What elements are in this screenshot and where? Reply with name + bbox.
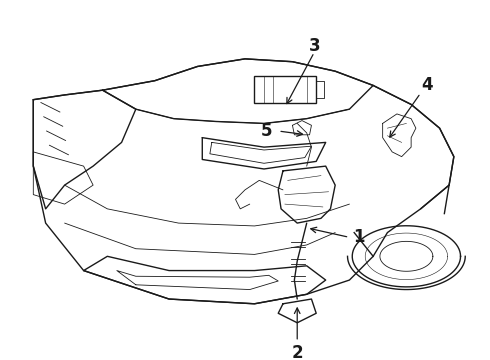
Text: 4: 4	[421, 76, 433, 94]
Text: 2: 2	[292, 344, 303, 360]
Bar	[254, 76, 316, 103]
Text: 5: 5	[261, 122, 272, 140]
Text: 1: 1	[353, 228, 365, 246]
Text: 3: 3	[309, 37, 320, 55]
